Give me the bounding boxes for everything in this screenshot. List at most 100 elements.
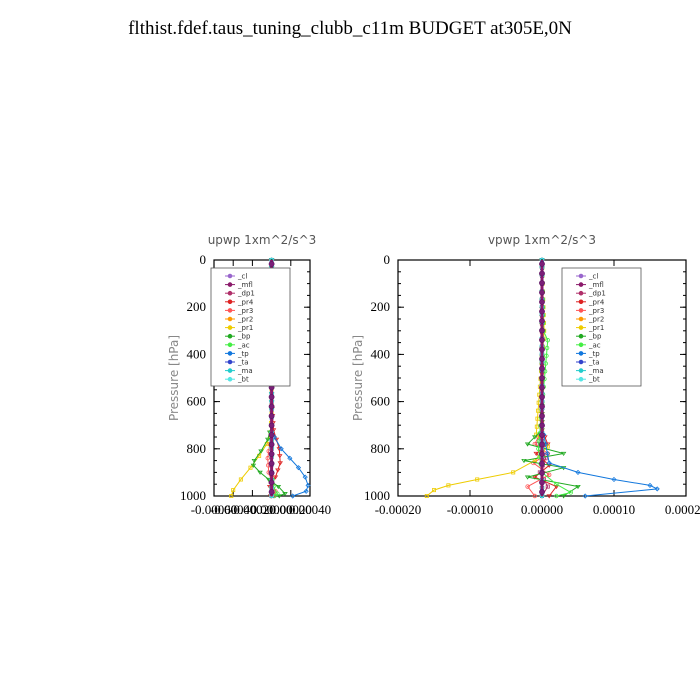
legend-label: _mfl xyxy=(237,281,253,289)
data-point xyxy=(265,456,270,461)
data-point xyxy=(539,337,545,343)
data-point xyxy=(544,353,549,358)
data-point xyxy=(268,441,275,448)
data-point xyxy=(560,494,567,499)
data-point xyxy=(539,460,545,467)
data-point xyxy=(611,476,617,483)
legend-label: _tp xyxy=(588,350,600,358)
data-point xyxy=(539,365,545,372)
series-line xyxy=(523,260,580,497)
data-point xyxy=(276,494,283,499)
x-tick-label: 0.00000 xyxy=(521,502,563,517)
data-point xyxy=(539,327,545,334)
legend-marker xyxy=(578,376,584,382)
data-point xyxy=(268,403,275,410)
x-tick-label: -0.00010 xyxy=(447,502,494,517)
data-point xyxy=(521,459,527,464)
legend-label: _ac xyxy=(588,341,601,349)
data-point xyxy=(278,446,284,452)
data-point xyxy=(258,449,264,454)
data-point xyxy=(275,491,280,496)
data-point xyxy=(539,318,545,324)
data-point xyxy=(431,488,436,493)
data-point xyxy=(539,403,545,410)
data-point xyxy=(539,289,545,296)
y-axis-label: Pressure [hPa] xyxy=(167,335,181,421)
y-tick-label: 800 xyxy=(371,441,391,456)
data-point xyxy=(273,437,280,442)
figure-title: flthist.fdef.taus_tuning_clubb_c11m BUDG… xyxy=(128,18,572,39)
data-point xyxy=(532,475,538,480)
panel-title: upwp 1xm^2/s^3 xyxy=(208,233,317,247)
data-point xyxy=(275,468,281,473)
data-point xyxy=(525,484,530,489)
legend-label: _cl xyxy=(237,273,247,281)
legend: _cl_mfl_dp1_pr4_pr3_pr2_pr1_bp_ac_tp_ta_… xyxy=(210,267,291,387)
y-tick-label: 200 xyxy=(187,299,207,314)
data-point xyxy=(277,461,283,466)
data-point xyxy=(295,465,302,471)
y-axis-label: Pressure [hPa] xyxy=(351,335,365,421)
legend-marker xyxy=(578,282,584,287)
legend-label: _pr4 xyxy=(237,298,254,306)
data-point xyxy=(568,490,573,495)
legend-label: _mfl xyxy=(588,281,604,289)
legend-label: _pr3 xyxy=(588,307,604,315)
series-line xyxy=(426,259,549,497)
legend-marker xyxy=(578,308,584,313)
y-tick-label: 800 xyxy=(187,441,207,456)
x-tick-label: 0.00020 xyxy=(665,502,700,517)
data-point xyxy=(257,470,263,475)
data-point xyxy=(535,416,540,421)
legend-marker xyxy=(578,290,584,296)
y-tick-label: 600 xyxy=(187,394,207,409)
legend-label: _bt xyxy=(588,376,600,384)
legend-label: _ma xyxy=(588,367,604,375)
legend-marker xyxy=(227,308,233,313)
legend-label: _pr2 xyxy=(588,316,604,324)
legend-label: _ac xyxy=(237,341,250,349)
legend-marker xyxy=(227,333,233,339)
x-tick-label: -0.00060 xyxy=(191,502,238,517)
legend: _cl_mfl_dp1_pr4_pr3_pr2_pr1_bp_ac_tp_ta_… xyxy=(561,267,642,387)
series-mfl-overlay xyxy=(539,260,545,496)
legend-marker xyxy=(227,282,233,287)
x-tick-label: -0.00020 xyxy=(229,502,276,517)
data-point xyxy=(290,493,296,499)
data-point xyxy=(524,442,531,447)
legend-marker xyxy=(578,316,584,322)
data-point xyxy=(532,435,538,440)
data-point xyxy=(268,394,275,400)
data-point xyxy=(547,472,552,477)
x-tick-label: -0.00020 xyxy=(375,502,422,517)
data-point xyxy=(268,470,275,476)
x-tick-label: 0.00040 xyxy=(289,502,331,517)
data-point xyxy=(302,474,308,480)
data-point xyxy=(446,483,451,488)
data-point xyxy=(539,479,545,486)
y-tick-label: 200 xyxy=(371,299,391,314)
data-point xyxy=(534,424,539,429)
data-point xyxy=(544,345,550,351)
legend-marker xyxy=(578,299,584,305)
data-point xyxy=(231,488,236,493)
data-point xyxy=(268,460,275,467)
legend-marker xyxy=(227,299,233,305)
legend-label: _cl xyxy=(588,273,598,281)
legend-marker xyxy=(227,368,233,373)
data-point xyxy=(268,451,275,457)
legend-label: _pr1 xyxy=(237,324,253,332)
data-point xyxy=(251,459,258,464)
data-point xyxy=(475,477,480,482)
x-tick-label: -0.00040 xyxy=(210,502,257,517)
y-tick-label: 600 xyxy=(371,394,391,409)
data-point xyxy=(545,338,550,343)
legend-marker xyxy=(227,290,233,296)
data-point xyxy=(545,484,550,489)
legend-marker xyxy=(227,325,233,330)
data-point xyxy=(238,477,243,482)
legend-marker xyxy=(227,316,233,322)
y-tick-label: 1000 xyxy=(180,488,206,503)
data-point xyxy=(582,493,588,499)
panel-1: upwp 1xm^2/s^30 200 400 600 800 1000-0.00060-… xyxy=(167,233,331,517)
